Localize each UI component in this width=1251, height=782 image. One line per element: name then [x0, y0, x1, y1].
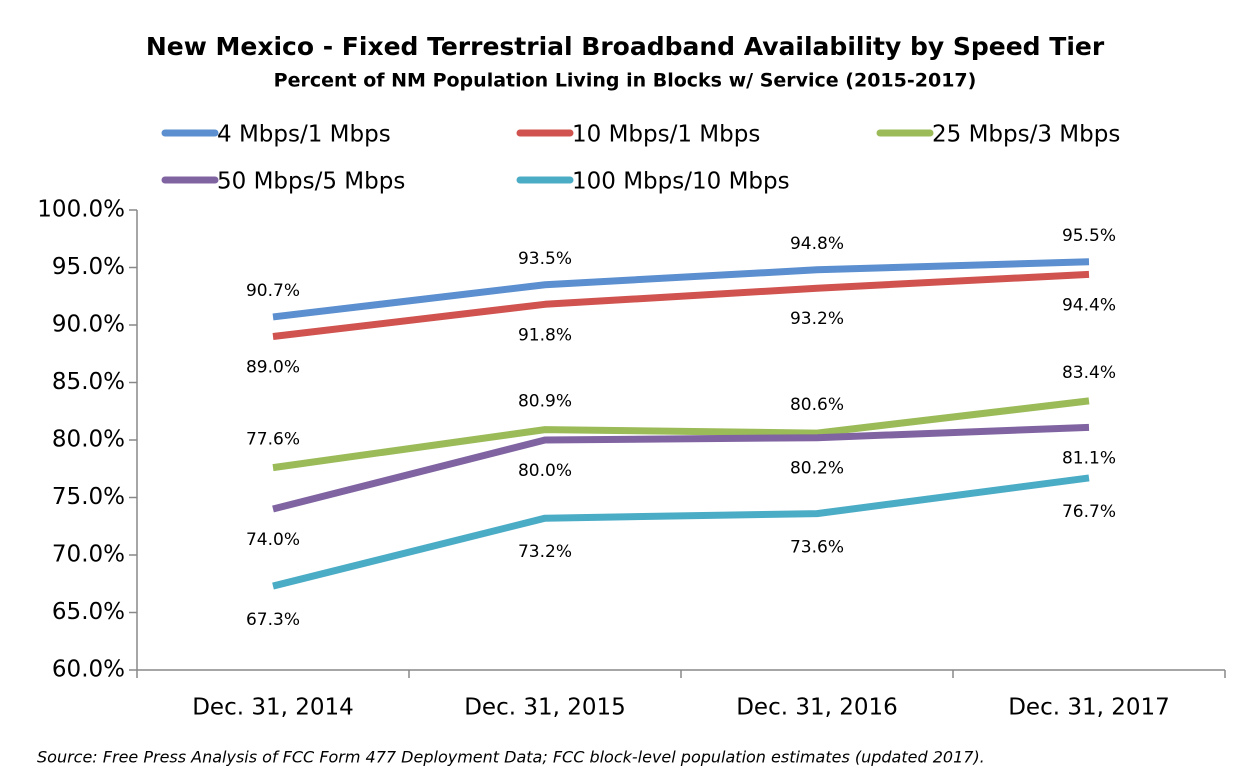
data-label: 74.0% [246, 530, 300, 550]
legend-label: 100 Mbps/10 Mbps [572, 169, 790, 195]
legend-label: 10 Mbps/1 Mbps [572, 122, 760, 148]
data-label: 91.8% [518, 325, 572, 345]
y-tick-label: 95.0% [52, 254, 125, 280]
data-label: 67.3% [246, 610, 300, 630]
data-label: 80.6% [790, 395, 844, 415]
series-line [272, 258, 1090, 321]
legend-label: 25 Mbps/3 Mbps [932, 122, 1120, 148]
x-tick-label: Dec. 31, 2015 [464, 695, 626, 721]
data-label: 90.7% [246, 281, 300, 301]
data-label: 94.8% [790, 234, 844, 254]
chart-title: New Mexico - Fixed Terrestrial Broadband… [146, 32, 1105, 61]
data-label: 80.9% [518, 392, 572, 412]
data-label: 77.6% [246, 430, 300, 450]
chart-subtitle: Percent of NM Population Living in Block… [274, 70, 977, 92]
data-label: 73.6% [790, 538, 844, 558]
series-line [272, 474, 1090, 590]
data-label: 76.7% [1062, 502, 1116, 522]
x-tick-label: Dec. 31, 2017 [1008, 695, 1170, 721]
data-label: 89.0% [246, 358, 300, 378]
data-label: 93.2% [790, 309, 844, 329]
data-label: 81.1% [1062, 448, 1116, 468]
legend-label: 4 Mbps/1 Mbps [217, 122, 391, 148]
y-tick-label: 85.0% [52, 369, 125, 395]
y-tick-label: 80.0% [52, 427, 125, 453]
series-line [272, 270, 1090, 340]
data-label: 80.0% [518, 461, 572, 481]
y-tick-label: 90.0% [52, 312, 125, 338]
y-tick-label: 70.0% [52, 542, 125, 568]
x-tick-label: Dec. 31, 2016 [736, 695, 898, 721]
x-tick-label: Dec. 31, 2014 [192, 695, 354, 721]
y-tick-label: 75.0% [52, 484, 125, 510]
series-line [272, 423, 1090, 513]
data-label: 93.5% [518, 249, 572, 269]
data-label: 95.5% [1062, 226, 1116, 246]
source-note: Source: Free Press Analysis of FCC Form … [37, 748, 985, 767]
y-tick-label: 65.0% [52, 599, 125, 625]
data-label: 83.4% [1062, 363, 1116, 383]
legend-label: 50 Mbps/5 Mbps [217, 169, 405, 195]
y-tick-label: 60.0% [52, 657, 125, 683]
series-line [272, 397, 1090, 472]
data-label: 80.2% [790, 459, 844, 479]
data-label: 73.2% [518, 542, 572, 562]
data-label: 94.4% [1062, 295, 1116, 315]
y-tick-label: 100.0% [37, 197, 125, 223]
